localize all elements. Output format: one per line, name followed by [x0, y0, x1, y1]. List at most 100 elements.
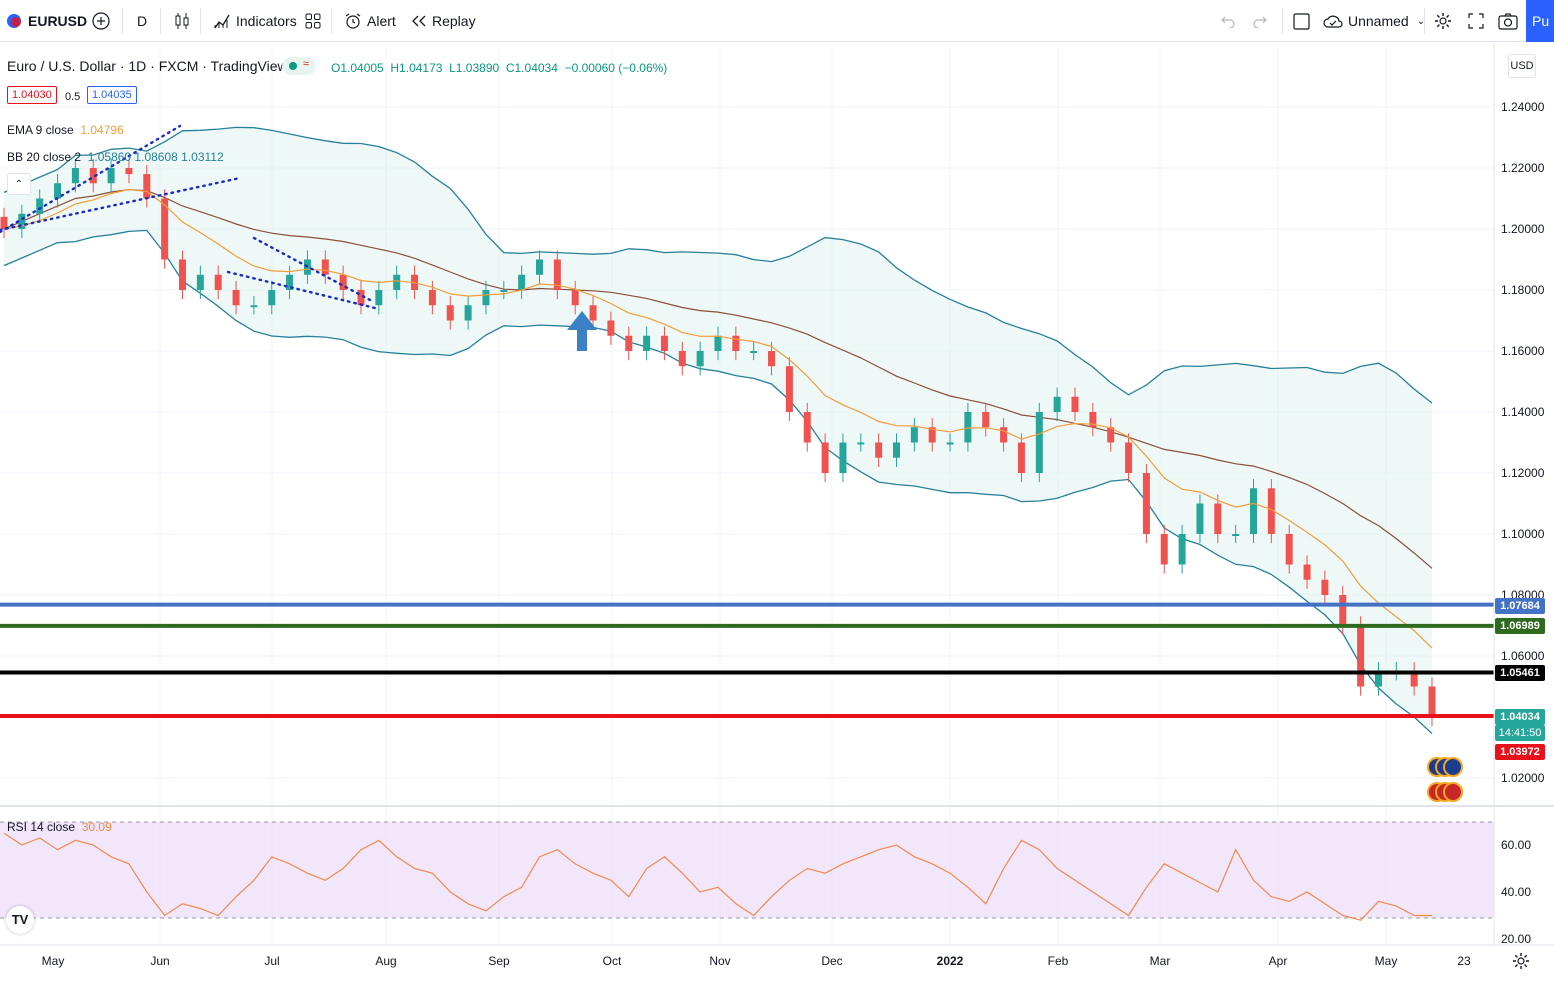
candle-body	[768, 351, 776, 367]
price-tick-label: 1.02000	[1501, 771, 1545, 785]
candle-body	[1374, 671, 1382, 687]
candlestick-series	[0, 158, 1436, 727]
collapse-legend-button[interactable]: ⌃	[7, 173, 31, 195]
bb-values: 1.05860 1.08608 1.03112	[87, 150, 224, 164]
candle-body	[678, 351, 686, 367]
candle-body	[982, 412, 990, 428]
rsi-tick-label: 20.00	[1501, 932, 1532, 946]
indicators-button[interactable]: Indicators	[213, 0, 297, 42]
candle-body	[375, 290, 383, 306]
candle-body	[500, 290, 508, 292]
price-tick-label: 1.12000	[1501, 466, 1545, 480]
buy-button[interactable]: 1.04035	[87, 86, 137, 104]
templates-button[interactable]	[305, 0, 321, 42]
candle-body	[214, 274, 222, 290]
ema-value: 1.04796	[80, 123, 124, 137]
time-tick-label: 2022	[936, 954, 964, 968]
symbol-search-button[interactable]: EURUSD	[6, 0, 87, 42]
rewind-icon	[412, 15, 426, 27]
time-tick-label: Aug	[375, 954, 397, 968]
price-tag-label: 1.07684	[1495, 598, 1545, 614]
interval-label: D	[137, 13, 148, 29]
bb-legend[interactable]: BB 20 close 2 1.05860 1.08608 1.03112	[7, 150, 224, 164]
indicators-icon	[214, 14, 230, 29]
candle-body	[536, 259, 543, 275]
candle-body	[1125, 442, 1133, 473]
compare-symbol-button[interactable]	[92, 0, 110, 42]
sell-button[interactable]: 1.04030	[7, 86, 57, 104]
candle-body	[482, 290, 490, 306]
candle-body	[1160, 534, 1168, 565]
price-tick-label: 1.16000	[1501, 344, 1545, 358]
candle-body	[928, 427, 936, 443]
close-value: C1.04034	[505, 61, 558, 75]
save-layout-button[interactable]: Unnamed ⌄	[1323, 0, 1425, 42]
candle-body	[464, 305, 472, 321]
rsi-line	[3, 832, 1432, 921]
candle-body	[1000, 427, 1008, 443]
bollinger-basis-line	[3, 189, 1433, 569]
ema-legend[interactable]: EMA 9 close 1.04796	[7, 123, 124, 137]
candle-body	[179, 259, 186, 290]
candle-body	[71, 168, 79, 184]
cloud-check-icon	[1323, 15, 1343, 28]
time-tick-label: Feb	[1047, 954, 1069, 968]
fullscreen-icon	[1468, 13, 1484, 29]
publish-label: Pu	[1532, 13, 1550, 29]
candle-body	[1232, 534, 1240, 536]
candle-body	[1285, 534, 1293, 565]
gear-icon	[1435, 13, 1451, 29]
market-open-dot-icon	[289, 62, 297, 70]
ohlc-values: O1.04005 H1.04173 L1.03890 C1.04034 −0.0…	[331, 61, 667, 75]
price-tick-label: 1.10000	[1501, 527, 1545, 541]
candle-body	[268, 290, 276, 306]
candle-body	[857, 442, 865, 445]
candle-body	[54, 183, 62, 199]
settings-button[interactable]	[1434, 0, 1452, 42]
time-tick-label: Nov	[709, 954, 731, 968]
grid-icon	[305, 13, 321, 29]
currency-flag-icon	[7, 14, 21, 28]
price-tick-label: 1.22000	[1501, 161, 1545, 175]
price-tick-label: 1.20000	[1501, 222, 1545, 236]
candle-body	[803, 412, 811, 443]
replay-label: Replay	[432, 13, 476, 29]
price-tag-label: 1.04034	[1495, 709, 1545, 725]
candle-body	[607, 320, 615, 336]
bollinger-band-fill	[4, 127, 1432, 734]
candle-body	[143, 174, 151, 199]
candle-body	[1053, 396, 1061, 412]
candle-body	[18, 213, 26, 229]
candle-body	[660, 335, 668, 351]
candle-body	[1214, 503, 1222, 534]
candle-body	[286, 274, 294, 290]
fullscreen-button[interactable]	[1468, 0, 1484, 42]
replay-button[interactable]: Replay	[411, 0, 476, 42]
chart-type-button[interactable]	[174, 0, 190, 42]
candle-body	[1089, 412, 1097, 428]
undo-button[interactable]	[1220, 0, 1236, 42]
ema-label: EMA 9 close	[7, 123, 74, 137]
redo-icon	[1253, 16, 1267, 28]
redo-button[interactable]	[1252, 0, 1268, 42]
chevron-down-icon: ⌄	[1416, 15, 1426, 27]
candle-body	[696, 351, 704, 367]
layout-button[interactable]	[1293, 0, 1310, 42]
currency-button[interactable]: USD	[1508, 54, 1536, 78]
alert-button[interactable]: Alert	[344, 0, 396, 42]
publish-button[interactable]: Pu	[1526, 0, 1554, 42]
snapshot-button[interactable]	[1498, 0, 1518, 42]
tradingview-logo[interactable]: TV	[6, 906, 34, 934]
rsi-legend[interactable]: RSI 14 close 30.09	[7, 820, 112, 834]
price-tag-label: 1.03972	[1495, 744, 1545, 760]
chevron-up-icon: ⌃	[14, 179, 24, 190]
alert-label: Alert	[367, 13, 396, 29]
price-chart[interactable]	[0, 43, 1554, 984]
candle-body	[518, 274, 526, 290]
undo-icon	[1221, 16, 1235, 28]
axis-settings-button[interactable]	[1512, 952, 1530, 975]
interval-button[interactable]: D	[137, 0, 147, 42]
candle-body	[393, 274, 401, 290]
candle-body	[250, 305, 258, 308]
candle-body	[946, 442, 954, 445]
